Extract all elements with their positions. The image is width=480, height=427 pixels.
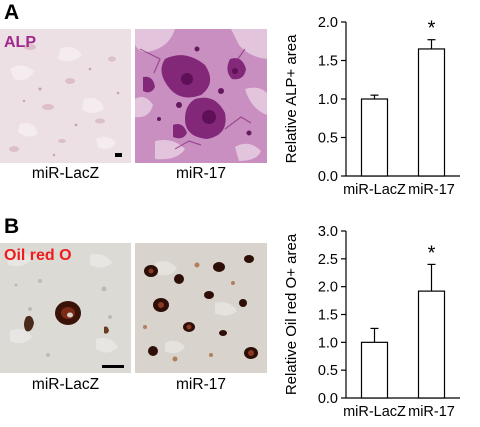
y-tick-label: 0.5 — [318, 363, 338, 379]
bar-miR-LacZ — [360, 98, 389, 177]
chart-alp: 0.0 0.5 1.0 1.5 2.0 Relative ALP+ area miR-Lac… — [276, 4, 480, 207]
y-tick-label: 3.0 — [318, 224, 338, 240]
chart-alp-svg: 0.0 0.5 1.0 1.5 2.0 Relative ALP+ area miR-Lac… — [283, 15, 460, 198]
x-tick-label: miR-LacZ — [343, 182, 406, 198]
y-axis-label: Relative Oil red O+ area — [283, 233, 300, 395]
image-caption-mir-lacz-b: miR-LacZ — [31, 376, 100, 393]
y-tick-label: 1.0 — [318, 335, 338, 351]
image-caption-mir-lacz: miR-LacZ — [31, 165, 100, 182]
y-tick-label: 1.5 — [318, 54, 338, 70]
panel-letter-b: B — [4, 215, 20, 238]
micrograph-alp-mir-lacz — [0, 29, 131, 163]
chart-oil-red-o-svg: 0.0 0.5 1.0 1.5 2.0 2.5 3.0 Relative Oil red O+… — [283, 224, 460, 420]
y-axis-label: Relative ALP+ area — [283, 34, 300, 163]
image-caption-mir-17: miR-17 — [176, 165, 226, 182]
bar-miR-LacZ — [360, 341, 389, 399]
micrograph-oil-red-o-mir-lacz — [0, 243, 131, 373]
y-tick-label: 2.0 — [318, 280, 338, 296]
bar-miR-17 — [417, 290, 446, 399]
significance-marker: * — [428, 18, 436, 40]
stain-label-oil-red-o: Oil red O — [4, 247, 72, 264]
y-tick-label: 0.0 — [318, 391, 338, 407]
y-tick-label: 1.0 — [318, 92, 338, 108]
y-tick-label: 0.0 — [318, 169, 338, 185]
micrograph-alp-mir-17 — [135, 29, 267, 163]
y-tick-label: 1.5 — [318, 308, 338, 324]
chart-oil-red-o: 0.0 0.5 1.0 1.5 2.0 2.5 3.0 Relative Oil red O+… — [276, 218, 480, 422]
bar-miR-17 — [417, 48, 446, 177]
image-caption-mir-17-b: miR-17 — [176, 376, 226, 393]
x-tick-label: miR-17 — [408, 404, 455, 420]
y-tick-label: 0.5 — [318, 131, 338, 147]
micrograph-oil-red-o-mir-17 — [135, 243, 267, 373]
x-tick-label: miR-17 — [408, 182, 455, 198]
panel-letter-a: A — [4, 1, 20, 24]
y-tick-label: 2.5 — [318, 252, 338, 268]
x-tick-label: miR-LacZ — [343, 404, 406, 420]
stain-label-alp: ALP — [4, 34, 36, 51]
significance-marker: * — [428, 242, 436, 264]
y-tick-label: 2.0 — [318, 15, 338, 31]
